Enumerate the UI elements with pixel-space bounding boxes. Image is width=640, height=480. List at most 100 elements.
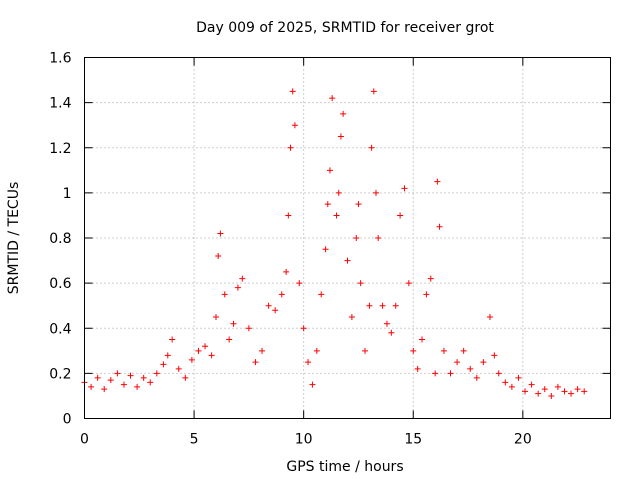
data-point [153,370,160,377]
data-point [467,365,474,372]
data-point [357,280,364,287]
data-point [169,336,176,343]
data-point [195,347,202,354]
data-point [491,352,498,359]
data-point [502,379,509,386]
tick-layer: 0 0.2 0.4 0.6 0.8 1 1.2 1.4 1.6 0 5 10 15 20 [49,51,611,448]
data-point [259,347,266,354]
data-point [305,359,312,366]
data-point [160,361,167,368]
data-point [581,388,588,395]
data-point [434,178,441,185]
data-point [107,377,114,384]
data-point [440,347,447,354]
data-point [215,253,222,260]
data-point [561,388,568,395]
data-point [140,374,147,381]
data-point [528,381,535,388]
data-point [88,383,95,390]
data-point [289,88,296,95]
data-point [372,189,379,196]
data-point [265,302,272,309]
data-point [326,167,333,174]
data-point [366,302,373,309]
data-point [473,374,480,381]
data-point [460,347,467,354]
data-point [182,374,189,381]
data-point [522,388,529,395]
data-point [202,343,209,350]
data-point [405,280,412,287]
data-point [221,291,228,298]
data-point [515,374,522,381]
data-point [127,372,134,379]
data-point [309,381,316,388]
data-point [508,383,515,390]
data-point [120,381,127,388]
data-point [423,291,430,298]
data-point [283,268,290,275]
data-point [300,325,307,332]
y-tick-label: 1.4 [49,96,71,112]
y-tick-label: 1.2 [49,141,71,157]
y-tick-label: 1 [63,186,72,202]
data-point [324,201,331,208]
y-tick-label: 0.4 [49,321,71,337]
data-point [94,374,101,381]
data-point [574,386,581,393]
data-point [245,325,252,332]
x-tick-label: 10 [295,432,313,448]
plot-frame [84,57,611,419]
data-point [337,133,344,140]
y-axis-label: SRMTID / TECUs [6,182,22,295]
data-point [427,275,434,282]
data-point [175,365,182,372]
x-tick-label: 15 [404,432,422,448]
data-point [370,88,377,95]
data-point [335,189,342,196]
data-point [188,356,195,363]
x-tick-label: 0 [80,432,89,448]
data-point [252,359,259,366]
data-point [432,370,439,377]
data-point [322,246,329,253]
data-point [114,370,121,377]
x-axis-label: GPS time / hours [286,459,403,475]
data-point [541,386,548,393]
data-point [535,390,542,397]
data-point [554,383,561,390]
data-point [486,313,493,320]
data-point [285,212,292,219]
data-point [313,347,320,354]
data-point [234,284,241,291]
chart-title: Day 009 of 2025, SRMTID for receiver gro… [196,20,494,36]
data-point [375,235,382,241]
data-point [226,336,233,343]
x-tick-label: 5 [190,432,199,448]
data-point [291,122,298,129]
data-point [333,212,340,219]
data-point [568,390,575,397]
data-point [272,307,279,314]
data-point [410,347,417,354]
data-point [419,336,426,343]
data-point [495,370,502,377]
data-point [147,379,154,386]
data-point [296,280,303,287]
y-tick-label: 0.6 [49,276,71,292]
data-point [447,370,454,377]
data-point [101,386,108,393]
data-point [230,320,237,327]
data-point [348,313,355,320]
data-point [548,392,555,399]
data-point [379,302,386,309]
data-points [81,88,588,399]
y-tick-label: 0 [63,412,72,428]
data-point [388,329,395,336]
data-point [355,201,362,208]
data-point [392,302,399,309]
grid-layer [84,57,611,419]
data-point [217,230,224,237]
data-point [414,365,421,372]
